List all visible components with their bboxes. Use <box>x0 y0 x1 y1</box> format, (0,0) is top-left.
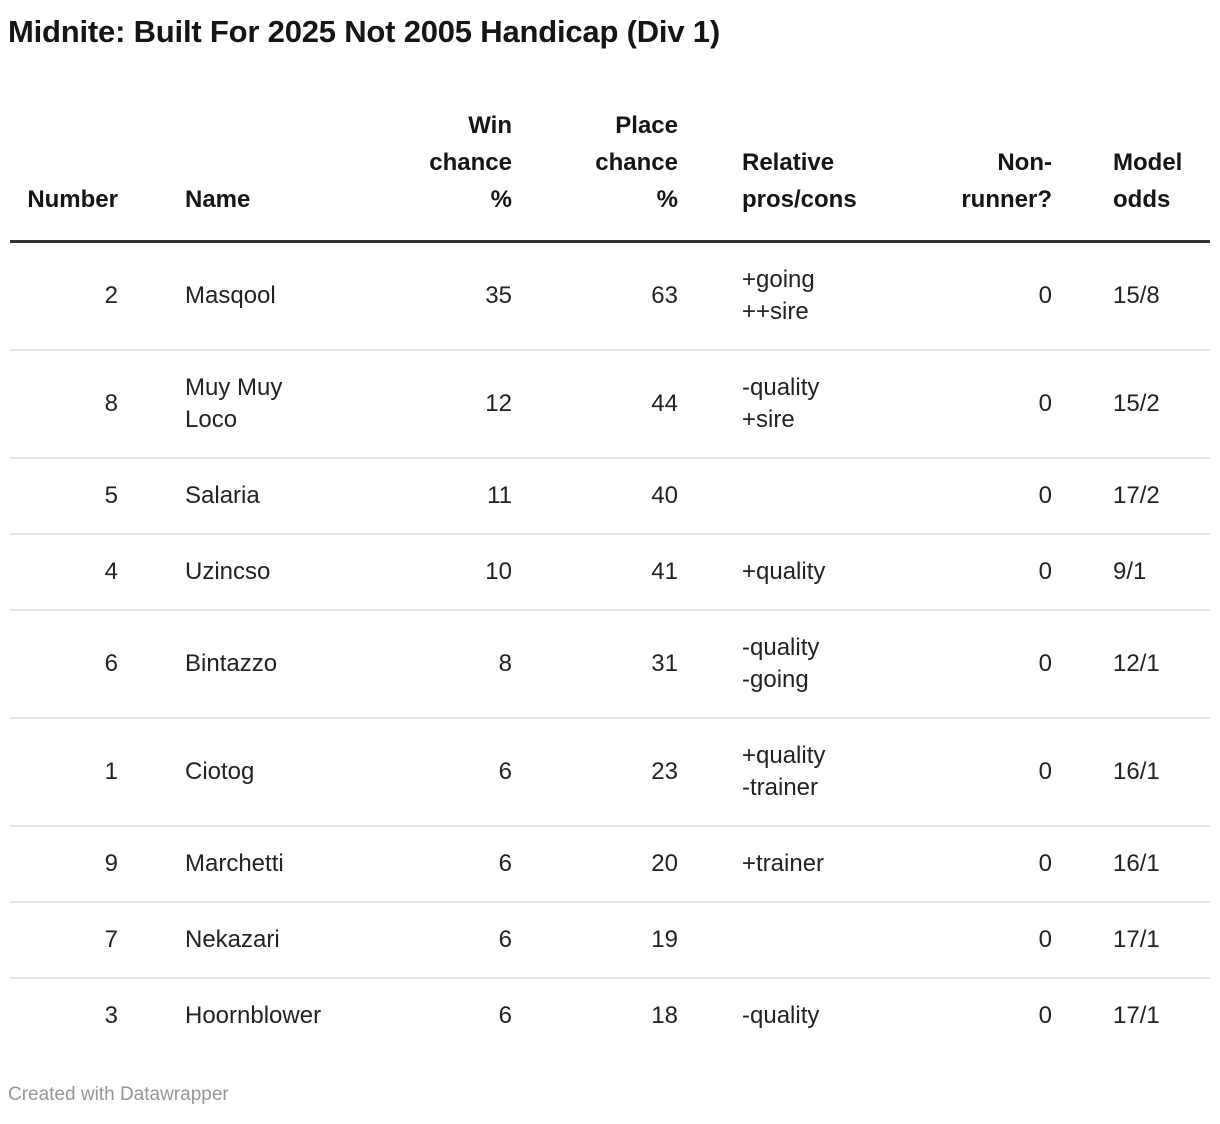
table-row: 3 Hoornblower 6 18 -quality 0 17/1 <box>10 977 1210 1053</box>
cell-model-odds: 17/1 <box>1052 977 1210 1053</box>
cell-pros-cons <box>678 901 916 978</box>
column-header-name: Name <box>118 52 342 243</box>
cell-model-odds: 17/2 <box>1052 457 1210 534</box>
cell-number: 2 <box>104 282 118 309</box>
handicap-table: Number Name Win chance % Place chance % … <box>10 52 1210 1053</box>
cell-place-chance: 18 <box>512 977 678 1053</box>
table-row: 8 Muy Muy Loco 12 44 -quality +sire 0 15… <box>10 349 1210 458</box>
cell-win-chance: 10 <box>342 533 512 610</box>
column-header-non-runner: Non- runner? <box>916 52 1052 243</box>
cell-pros-cons: +trainer <box>678 825 916 902</box>
cell-number: 1 <box>10 717 118 826</box>
cell-win-chance: 6 <box>342 825 512 902</box>
cell-name: Uzincso <box>118 533 342 610</box>
cell-model-odds: 15/2 <box>1052 349 1210 458</box>
cell-non-runner: 0 <box>916 457 1052 534</box>
cell-name: Nekazari <box>118 901 342 978</box>
cell-pros-cons: -quality <box>678 977 916 1053</box>
footer: Created with Datawrapper <box>8 1083 1220 1107</box>
cell-name: Ciotog <box>118 717 342 826</box>
table-row: 4 Uzincso 10 41 +quality 0 9/1 <box>10 533 1210 610</box>
cell-non-runner: 0 <box>916 825 1052 902</box>
cell-win-chance: 8 <box>342 609 512 718</box>
cell-place-chance: 23 <box>512 717 678 826</box>
datawrapper-table-page: Midnite: Built For 2025 Not 2005 Handica… <box>0 12 1220 1107</box>
cell-number: 6 <box>10 609 118 718</box>
cell-name: Bintazzo <box>118 609 342 718</box>
cell-name: Marchetti <box>118 825 342 902</box>
cell-model-odds: 17/1 <box>1052 901 1210 978</box>
cell-number: 8 <box>10 349 118 458</box>
cell-name: Hoornblower <box>118 977 342 1053</box>
cell-place-chance: 44 <box>512 349 678 458</box>
table-row: 5 Salaria 11 40 0 17/2 <box>10 457 1210 534</box>
datawrapper-credit-link[interactable]: Created with Datawrapper <box>8 1084 229 1105</box>
cell-number: 4 <box>10 533 118 610</box>
cell-win-chance: 6 <box>342 717 512 826</box>
cell-non-runner: 0 <box>916 349 1052 458</box>
cell-number: 3 <box>10 977 118 1053</box>
table-row: 1 Ciotog 6 23 +quality -trainer 0 16/1 <box>10 717 1210 826</box>
table-row: 6 Bintazzo 8 31 -quality -going 0 12/1 <box>10 609 1210 718</box>
cell-model-odds: 16/1 <box>1052 825 1210 902</box>
cell-pros-cons: -quality +sire <box>678 349 916 458</box>
cell-win-chance: 6 <box>342 977 512 1053</box>
table-header-row: Number Name Win chance % Place chance % … <box>10 52 1210 243</box>
cell-non-runner: 0 <box>916 609 1052 718</box>
cell-win-chance: 35 <box>485 282 512 309</box>
table-row: 7 Nekazari 6 19 0 17/1 <box>10 901 1210 978</box>
cell-win-chance: 6 <box>342 901 512 978</box>
column-header-win-chance: Win chance % <box>342 52 512 243</box>
cell-place-chance: 20 <box>512 825 678 902</box>
cell-pros-cons: -quality -going <box>678 609 916 718</box>
cell-non-runner: 0 <box>916 977 1052 1053</box>
column-header-model-odds: Model odds <box>1052 52 1210 243</box>
cell-number: 7 <box>10 901 118 978</box>
cell-model-odds: 16/1 <box>1052 717 1210 826</box>
cell-win-chance: 12 <box>342 349 512 458</box>
cell-place-chance: 40 <box>512 457 678 534</box>
cell-non-runner: 0 <box>1038 282 1052 309</box>
table-row: 2 Masqool 35 63 +going ++sire 0 15/8 <box>10 242 1210 351</box>
cell-pros-cons: +going ++sire <box>742 266 815 325</box>
cell-model-odds: 15/8 <box>1113 282 1160 309</box>
cell-pros-cons: +quality -trainer <box>678 717 916 826</box>
cell-pros-cons <box>678 457 916 534</box>
cell-number: 5 <box>10 457 118 534</box>
column-header-number: Number <box>10 52 118 243</box>
cell-model-odds: 9/1 <box>1052 533 1210 610</box>
cell-pros-cons: +quality <box>678 533 916 610</box>
page-title: Midnite: Built For 2025 Not 2005 Handica… <box>8 14 720 49</box>
column-header-place-chance: Place chance % <box>512 52 678 243</box>
column-header-pros-cons: Relative pros/cons <box>678 52 916 243</box>
cell-model-odds: 12/1 <box>1052 609 1210 718</box>
cell-place-chance: 31 <box>512 609 678 718</box>
cell-win-chance: 11 <box>342 457 512 534</box>
cell-number: 9 <box>10 825 118 902</box>
cell-non-runner: 0 <box>916 901 1052 978</box>
cell-name: Masqool <box>185 282 276 309</box>
cell-name: Salaria <box>118 457 342 534</box>
cell-non-runner: 0 <box>916 717 1052 826</box>
cell-non-runner: 0 <box>916 533 1052 610</box>
cell-name: Muy Muy Loco <box>118 349 342 458</box>
table-row: 9 Marchetti 6 20 +trainer 0 16/1 <box>10 825 1210 902</box>
cell-place-chance: 19 <box>512 901 678 978</box>
cell-place-chance: 41 <box>512 533 678 610</box>
cell-place-chance: 63 <box>651 282 678 309</box>
